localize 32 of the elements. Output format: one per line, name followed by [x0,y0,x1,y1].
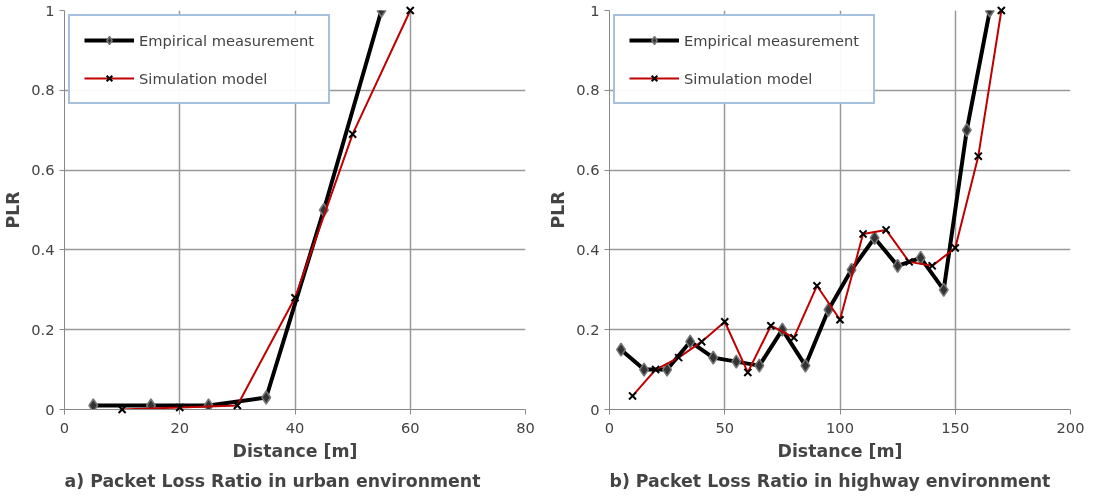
y-tick-label: 0.6 [31,161,55,179]
legend-label: Simulation model [139,69,268,87]
x-tick-label: 60 [400,418,420,436]
x-tick-label: 0 [604,418,615,436]
y-tick-label: 0.2 [31,320,55,338]
y-tick-label: 0.4 [31,240,55,258]
legend-label: Simulation model [684,69,813,87]
y-tick-label: 0 [45,400,55,418]
text: b) Packet Loss Ratio in highway environment [609,470,1051,491]
y-axis-title: PLR [3,191,24,229]
legend-label: Empirical measurement [684,31,860,49]
x-tick-label: 20 [170,418,190,436]
x-tick-label: 80 [516,418,535,436]
y-tick-label: 0.8 [31,81,55,99]
x-axis-title: Distance [m] [777,440,903,461]
x-tick-label: 50 [715,418,735,436]
x-tick-label: 100 [826,418,854,436]
x-axis-title: Distance [m] [232,440,358,461]
text: a) Packet Loss Ratio in urban environment [64,470,481,491]
y-tick-label: 0.2 [576,320,600,338]
x-tick-label: 200 [1056,418,1085,436]
y-axis-title: PLR [548,191,569,229]
y-tick-label: 1 [590,1,600,19]
y-tick-label: 0 [590,400,600,418]
x-tick-label: 0 [59,418,70,436]
y-tick-label: 0.4 [576,240,600,258]
y-tick-label: 0.6 [576,161,600,179]
y-tick-label: 1 [45,1,55,19]
x-tick-label: 150 [941,418,970,436]
legend-label: Empirical measurement [139,31,315,49]
y-tick-label: 0.8 [576,81,600,99]
x-tick-label: 40 [285,418,305,436]
